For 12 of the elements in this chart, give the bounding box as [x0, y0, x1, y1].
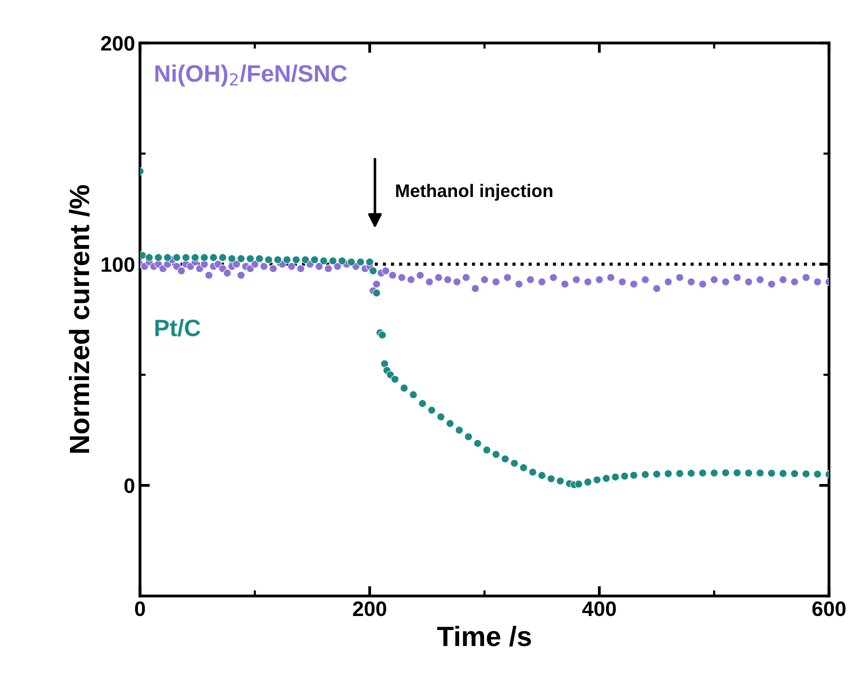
y-tick-label: 100 [102, 257, 134, 272]
y-tick-label: 0 [124, 478, 134, 494]
x-tick-label: 0 [135, 601, 145, 616]
x-tick-label: 600 [812, 601, 846, 616]
annotation: Methanol injection [396, 184, 552, 201]
x-tick-label: 400 [582, 601, 616, 616]
text: Pt/C [155, 318, 200, 337]
y-axis-title: Normized current /% [68, 185, 90, 453]
y-tick-label: 200 [101, 36, 134, 51]
x-tick-label: 200 [353, 601, 386, 616]
x-axis-title: Time /s [437, 626, 531, 647]
text: Ni(OH)$_{2}$/FeN/SNC [155, 64, 347, 86]
